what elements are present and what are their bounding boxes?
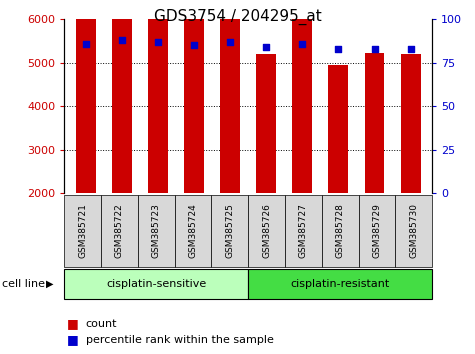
Point [298, 41, 306, 47]
Text: GSM385721: GSM385721 [78, 204, 87, 258]
Text: GDS3754 / 204295_at: GDS3754 / 204295_at [153, 9, 322, 25]
Text: GSM385722: GSM385722 [115, 204, 124, 258]
Text: GSM385725: GSM385725 [225, 204, 234, 258]
Bar [148, 0, 168, 193]
Bar [112, 0, 132, 193]
Bar [256, 54, 276, 193]
Point [262, 44, 270, 50]
Point [154, 39, 162, 45]
Text: GSM385729: GSM385729 [372, 204, 381, 258]
Bar [329, 65, 348, 193]
Text: cisplatin-sensitive: cisplatin-sensitive [106, 279, 206, 289]
Text: GSM385730: GSM385730 [409, 204, 418, 258]
Text: cisplatin-resistant: cisplatin-resistant [291, 279, 390, 289]
Text: GSM385723: GSM385723 [152, 204, 161, 258]
Bar [365, 53, 384, 193]
Bar [401, 54, 420, 193]
Text: GSM385728: GSM385728 [336, 204, 345, 258]
Point [227, 39, 234, 45]
Point [190, 42, 198, 48]
Text: GSM385727: GSM385727 [299, 204, 308, 258]
Text: GSM385726: GSM385726 [262, 204, 271, 258]
Text: GSM385724: GSM385724 [189, 204, 198, 258]
Point [370, 46, 378, 52]
Bar [184, 15, 204, 193]
Bar [76, 6, 95, 193]
Bar [220, 0, 240, 193]
Text: ▶: ▶ [46, 279, 54, 289]
Point [334, 46, 342, 52]
Text: cell line: cell line [2, 279, 46, 289]
Text: count: count [86, 319, 117, 329]
Point [118, 38, 126, 43]
Point [82, 41, 90, 47]
Text: ■: ■ [66, 318, 78, 330]
Text: percentile rank within the sample: percentile rank within the sample [86, 335, 274, 345]
Text: ■: ■ [66, 333, 78, 346]
Point [407, 46, 414, 52]
Bar [293, 12, 312, 193]
